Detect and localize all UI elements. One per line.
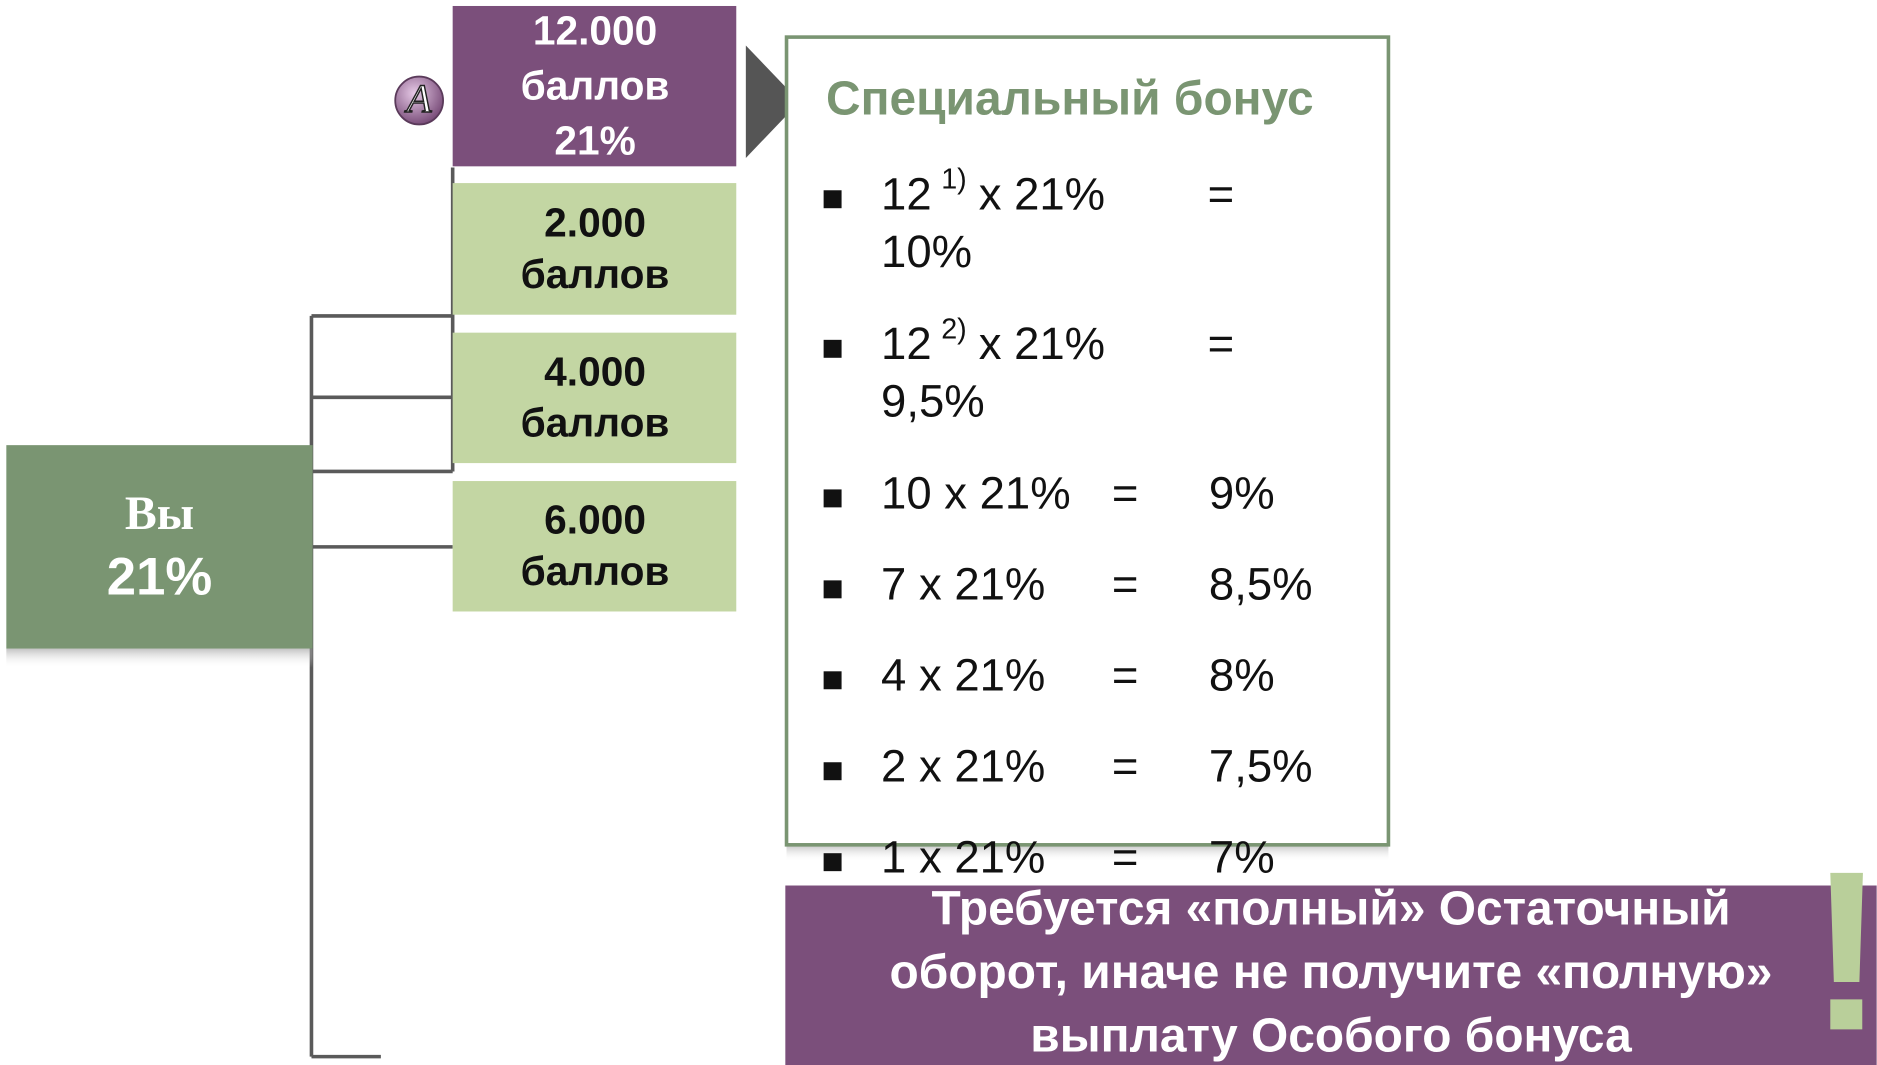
level-line: баллов	[521, 62, 670, 108]
item-text: 12 1) x 21%	[881, 163, 1105, 219]
item-eq: =	[1112, 468, 1139, 519]
note-line: Требуется «полный» Остаточный	[931, 882, 1730, 935]
you-box	[6, 445, 313, 649]
item-factor: x 21%	[979, 168, 1105, 219]
item-base: 10 x 21%	[881, 468, 1071, 519]
level-box	[452, 481, 737, 612]
note-mark: !	[1809, 824, 1877, 1065]
item-text: 12 2) x 21%	[881, 313, 1105, 369]
bonus-items: 12 1) x 21% = 10% 12 2) x 21% = 9,5% 10 x 21% = 9% 7 …	[823, 163, 1313, 882]
you-label: Вы	[125, 487, 194, 540]
level-line: баллов	[521, 251, 670, 297]
note-box	[785, 885, 1877, 1065]
note-line: выплату Особого бонуса	[1030, 1009, 1632, 1062]
item-result: 7,5%	[1209, 740, 1313, 791]
item-result: 7%	[1209, 831, 1275, 882]
item-base: 7 x 21%	[881, 559, 1045, 610]
bullet	[823, 190, 842, 209]
bonus-panel	[784, 35, 1391, 847]
level-line: 2.000	[544, 199, 646, 245]
bullet	[823, 853, 842, 872]
level-line: 21%	[554, 117, 635, 163]
bullet	[823, 339, 842, 358]
level-line: баллов	[521, 400, 670, 446]
level-line: баллов	[521, 548, 670, 594]
item-base: 2 x 21%	[881, 740, 1045, 791]
level-line: 12.000	[533, 7, 657, 53]
you-shadow	[6, 648, 313, 668]
panel-shadow	[786, 844, 1389, 862]
levels: 12.000 баллов 21% 2.000 баллов 4.000 баллов 6.0…	[452, 5, 737, 612]
bullet	[823, 489, 842, 508]
bonus-title: Специальный бонус	[826, 72, 1314, 125]
level-line: 4.000	[544, 348, 646, 394]
item-eq: =	[1112, 740, 1139, 791]
item-base: 12	[881, 168, 932, 219]
item-result: 9%	[1209, 468, 1275, 519]
level-box	[452, 183, 737, 315]
item-base: 1 x 21%	[881, 831, 1045, 882]
level-box	[452, 332, 737, 464]
bullet	[823, 762, 842, 781]
item-result: 8%	[1209, 650, 1275, 701]
level-box	[452, 5, 737, 167]
item-eq: =	[1208, 168, 1235, 219]
item-eq: =	[1208, 318, 1235, 369]
item-eq: =	[1112, 559, 1139, 610]
bullet	[823, 580, 842, 599]
badge	[394, 75, 444, 126]
arrow	[745, 45, 800, 158]
badge-label: A	[404, 76, 432, 121]
bullet	[823, 671, 842, 690]
item-eq: =	[1112, 831, 1139, 882]
note-line: оборот, иначе не получите «полную»	[890, 946, 1773, 999]
item-eq: =	[1112, 650, 1139, 701]
item-sup: 2)	[941, 313, 967, 345]
item-base: 4 x 21%	[881, 650, 1045, 701]
item-result: 9,5%	[881, 375, 985, 426]
note: Требуется «полный» Остаточный оборот, ина…	[890, 882, 1773, 1062]
item-result: 10%	[881, 226, 972, 277]
level-line: 6.000	[544, 497, 646, 543]
item-sup: 1)	[941, 163, 967, 195]
item-base: 12	[881, 318, 932, 369]
item-factor: x 21%	[979, 318, 1105, 369]
item-result: 8,5%	[1209, 559, 1313, 610]
you-value: 21%	[107, 547, 212, 606]
tree-lines	[309, 167, 455, 1059]
